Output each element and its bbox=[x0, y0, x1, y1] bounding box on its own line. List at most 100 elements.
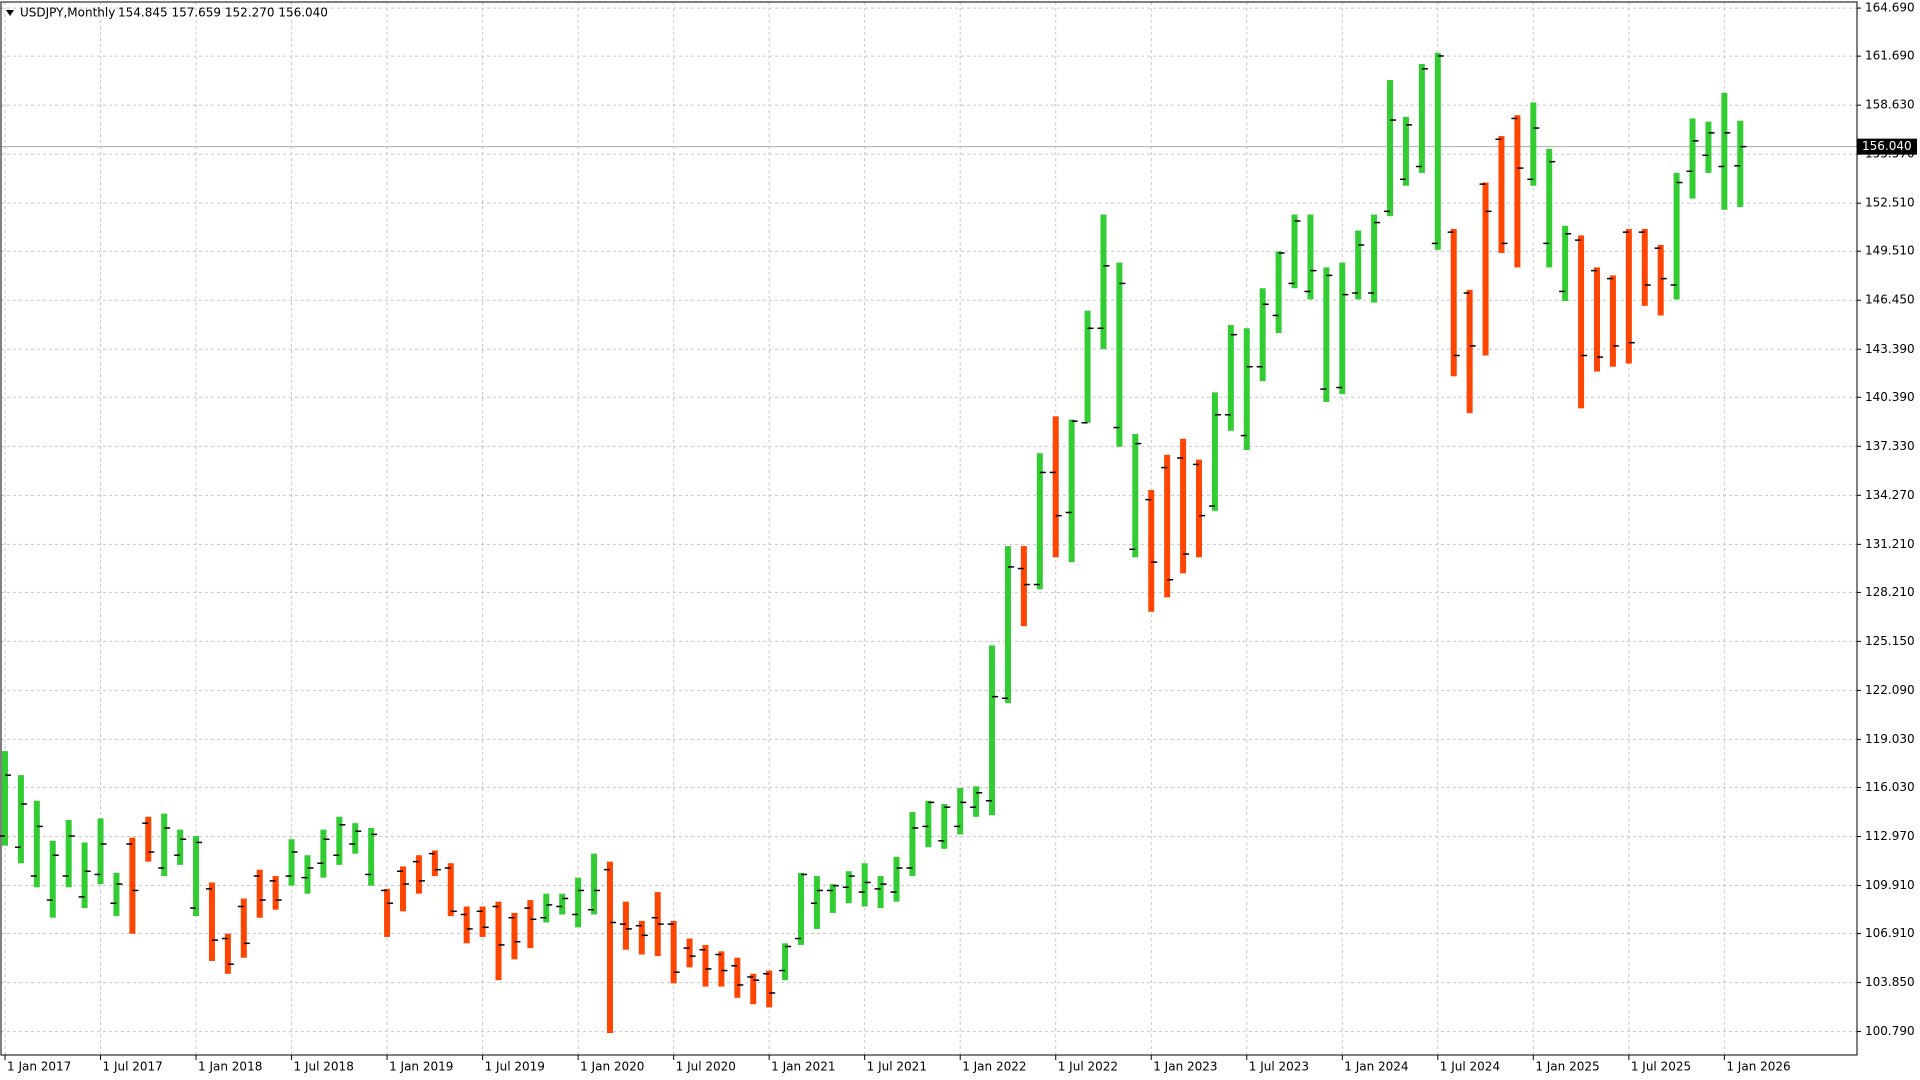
y-tick-label: 131.210 bbox=[1865, 537, 1915, 551]
y-tick-label: 103.850 bbox=[1865, 975, 1915, 989]
bar-range bbox=[49, 840, 56, 918]
bar-range bbox=[1657, 244, 1664, 316]
bar-range bbox=[320, 829, 327, 878]
menu-triangle[interactable] bbox=[6, 10, 14, 16]
bar-range bbox=[1323, 267, 1330, 402]
x-tick-label: 1 Jan 2023 bbox=[1153, 1060, 1217, 1074]
x-tick-label: 1 Jul 2020 bbox=[676, 1060, 736, 1074]
bar-range bbox=[829, 884, 836, 913]
bar-range bbox=[575, 877, 582, 928]
y-tick-label: 137.330 bbox=[1865, 439, 1915, 453]
y-tick-label: 116.030 bbox=[1865, 780, 1915, 794]
x-tick-label: 1 Jan 2017 bbox=[7, 1060, 71, 1074]
y-tick-label: 140.390 bbox=[1865, 390, 1915, 404]
bar-range bbox=[304, 855, 311, 894]
bar-range bbox=[766, 970, 773, 1008]
bar-range bbox=[1625, 228, 1632, 364]
x-tick-label: 1 Jul 2021 bbox=[867, 1060, 927, 1074]
bar-range bbox=[495, 901, 502, 981]
bar-range bbox=[798, 872, 804, 945]
bar-range bbox=[1450, 228, 1457, 377]
quote: 154.845 157.659 152.270 156.040 bbox=[118, 6, 328, 20]
bar-range bbox=[288, 839, 295, 886]
bar-range bbox=[702, 944, 709, 987]
bar-range bbox=[415, 855, 422, 894]
bar-range bbox=[813, 876, 820, 929]
y-tick-label: 143.390 bbox=[1865, 342, 1915, 356]
bar-range bbox=[177, 829, 184, 865]
bar-range bbox=[97, 818, 104, 885]
bar-range bbox=[1594, 267, 1600, 372]
bar-range bbox=[193, 836, 200, 917]
bar-range bbox=[65, 819, 72, 888]
bar-range bbox=[1737, 120, 1744, 208]
bar-range bbox=[17, 775, 24, 864]
x-tick-label: 1 Jan 2019 bbox=[389, 1060, 453, 1074]
bar-range bbox=[941, 803, 948, 849]
bar-range bbox=[240, 898, 247, 958]
bar-range bbox=[670, 920, 677, 984]
y-tick-label: 125.150 bbox=[1865, 634, 1915, 648]
bar-range bbox=[1387, 80, 1394, 217]
bar-range bbox=[352, 823, 359, 854]
bar-range bbox=[1546, 148, 1553, 268]
bar-range bbox=[1371, 214, 1378, 303]
bar-range bbox=[782, 943, 789, 981]
bar-range bbox=[1530, 102, 1537, 186]
bar-range bbox=[145, 816, 152, 862]
bar-range bbox=[1052, 416, 1059, 558]
bar-range bbox=[1004, 546, 1011, 704]
bar-range bbox=[606, 861, 613, 1034]
bar-range bbox=[1689, 118, 1696, 199]
bar-range bbox=[1562, 225, 1569, 302]
y-tick-label: 128.210 bbox=[1865, 585, 1915, 599]
bar-range bbox=[1068, 419, 1075, 563]
bar-range bbox=[527, 900, 534, 949]
bar-range bbox=[431, 850, 438, 877]
bar-range bbox=[2, 751, 8, 846]
bar-range bbox=[1466, 289, 1473, 414]
bar-range bbox=[336, 816, 343, 865]
x-tick-label: 1 Jan 2026 bbox=[1726, 1060, 1790, 1074]
chart-title: USDJPY,Monthly bbox=[20, 6, 115, 20]
y-tick-label: 112.970 bbox=[1865, 829, 1915, 843]
x-tick-label: 1 Jul 2022 bbox=[1058, 1060, 1118, 1074]
bar-range bbox=[1132, 433, 1139, 558]
bar-range bbox=[368, 828, 375, 886]
bar-range bbox=[543, 893, 550, 923]
bar-range bbox=[208, 882, 215, 961]
bar-range bbox=[893, 856, 900, 902]
x-tick-label: 1 Jul 2019 bbox=[485, 1060, 545, 1074]
bar-range bbox=[989, 645, 996, 816]
bar-range bbox=[1498, 136, 1505, 253]
x-tick-label: 1 Jan 2018 bbox=[198, 1060, 262, 1074]
bar-range bbox=[224, 933, 231, 974]
bar-range bbox=[1275, 251, 1282, 334]
bar-range bbox=[463, 906, 470, 944]
y-tick-label: 158.630 bbox=[1865, 98, 1915, 112]
x-tick-label: 1 Jan 2020 bbox=[580, 1060, 644, 1074]
bar-range bbox=[384, 888, 391, 937]
bar-range bbox=[1705, 121, 1712, 173]
bar-range bbox=[113, 872, 120, 917]
bar-range bbox=[33, 800, 40, 888]
bar-range bbox=[479, 906, 486, 937]
bar-range bbox=[1084, 310, 1091, 423]
y-tick-label: 164.690 bbox=[1865, 1, 1915, 15]
plot-border bbox=[0, 1, 1858, 1056]
x-tick-label: 1 Jul 2023 bbox=[1249, 1060, 1309, 1074]
bar-range bbox=[1402, 116, 1409, 186]
bar-range bbox=[1514, 115, 1521, 268]
bar-range bbox=[750, 973, 757, 1005]
x-tick-label: 1 Jan 2022 bbox=[962, 1060, 1026, 1074]
x-tick-label: 1 Jul 2025 bbox=[1631, 1060, 1691, 1074]
bar-range bbox=[1641, 228, 1648, 306]
x-tick-label: 1 Jan 2025 bbox=[1535, 1060, 1599, 1074]
x-tick-label: 1 Jul 2024 bbox=[1440, 1060, 1500, 1074]
bar-range bbox=[400, 866, 406, 912]
bar-range bbox=[1721, 92, 1728, 210]
bar-range bbox=[1148, 490, 1155, 612]
y-tick-label: 109.910 bbox=[1865, 878, 1915, 892]
bar-range bbox=[1036, 453, 1043, 590]
